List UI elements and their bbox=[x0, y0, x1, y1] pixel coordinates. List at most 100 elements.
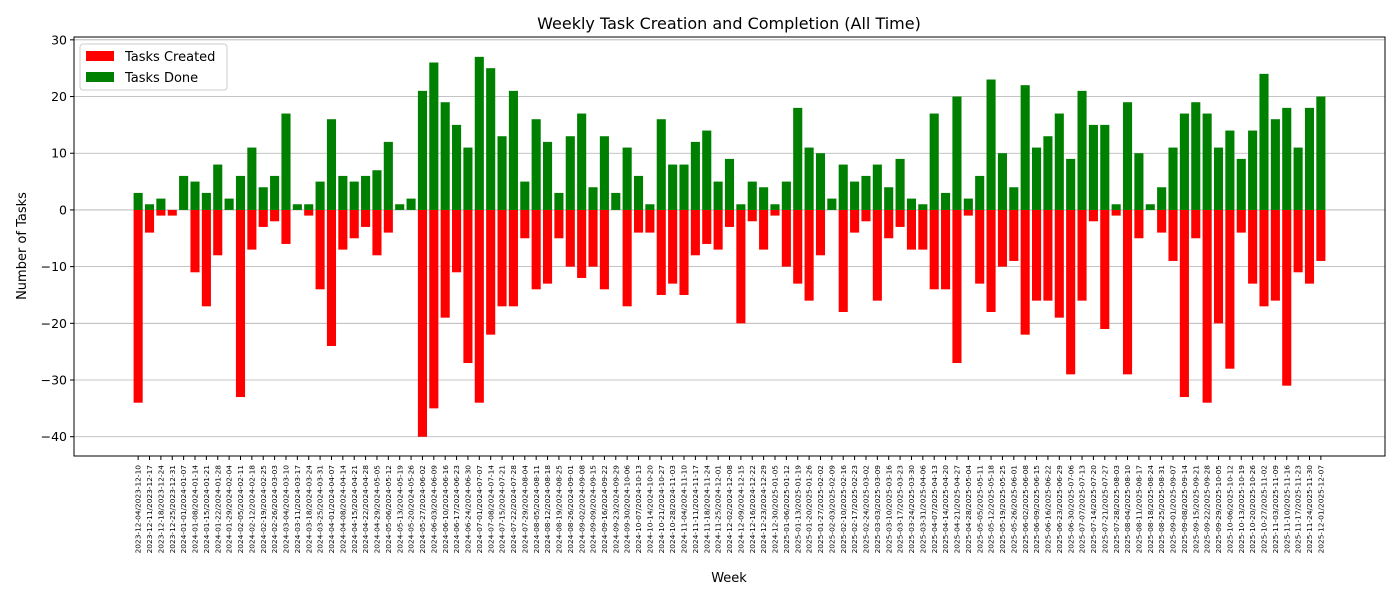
x-tick-label: 2025-12-01/2025-12-07 bbox=[1316, 465, 1325, 554]
bar-tasks-created bbox=[440, 209, 450, 318]
x-tick-label: 2025-08-11/2025-08-17 bbox=[1135, 465, 1144, 554]
bar-tasks-done bbox=[679, 164, 689, 210]
bar-tasks-done bbox=[895, 158, 905, 210]
bar-tasks-done bbox=[270, 175, 280, 210]
x-tick-label: 2025-11-10/2025-11-16 bbox=[1282, 465, 1291, 554]
bar-tasks-done bbox=[304, 204, 314, 210]
x-tick-label: 2024-12-16/2024-12-22 bbox=[748, 465, 757, 553]
bar-tasks-done bbox=[1122, 102, 1133, 210]
bar-tasks-created bbox=[361, 209, 371, 227]
bar-tasks-done bbox=[690, 141, 700, 210]
bar-tasks-created bbox=[770, 209, 780, 216]
bar-tasks-created bbox=[1293, 209, 1303, 273]
bar-tasks-done bbox=[1259, 73, 1269, 210]
bar-tasks-done bbox=[1134, 153, 1144, 210]
bar-tasks-done bbox=[190, 181, 200, 210]
bar-tasks-done bbox=[668, 164, 678, 210]
bar-tasks-done bbox=[1304, 107, 1315, 210]
bar-tasks-created bbox=[486, 209, 496, 335]
x-tick-label: 2025-08-04/2025-08-10 bbox=[1123, 465, 1132, 554]
bar-tasks-created bbox=[838, 209, 848, 312]
bar-tasks-done bbox=[736, 204, 746, 210]
bar-tasks-done bbox=[1043, 136, 1053, 210]
x-tick-label: 2023-12-25/2023-12-31 bbox=[168, 465, 177, 554]
bar-tasks-created bbox=[759, 209, 769, 250]
bar-tasks-done bbox=[975, 175, 985, 210]
x-tick-label: 2024-11-11/2024-11-17 bbox=[691, 465, 700, 554]
x-tick-label: 2025-11-17/2025-11-23 bbox=[1294, 465, 1303, 554]
bar-tasks-done bbox=[1066, 158, 1076, 210]
bar-tasks-created bbox=[1191, 209, 1201, 239]
x-tick-label: 2024-04-22/2024-04-28 bbox=[361, 465, 370, 554]
bar-tasks-created bbox=[895, 209, 905, 227]
bar-tasks-done bbox=[383, 141, 393, 210]
x-tick-label: 2025-01-20/2025-01-26 bbox=[805, 465, 814, 554]
bar-tasks-done bbox=[1157, 187, 1167, 210]
bar-tasks-created bbox=[167, 209, 177, 216]
bar-tasks-created bbox=[247, 209, 257, 250]
bar-tasks-done bbox=[838, 164, 848, 210]
x-tick-label: 2025-10-13/2025-10-19 bbox=[1237, 465, 1246, 554]
bar-tasks-done bbox=[542, 141, 553, 210]
bar-tasks-created bbox=[508, 209, 518, 307]
bar-tasks-done bbox=[417, 90, 427, 210]
x-tick-label: 2025-10-20/2025-10-26 bbox=[1248, 465, 1257, 554]
bar-tasks-created bbox=[565, 209, 575, 267]
x-tick-label: 2024-05-13/2024-05-19 bbox=[395, 465, 404, 554]
bar-tasks-done bbox=[1077, 90, 1087, 210]
x-tick-label: 2025-07-14/2025-07-20 bbox=[1089, 465, 1098, 554]
bar-tasks-created bbox=[690, 209, 700, 256]
x-tick-label: 2025-04-07/2025-04-13 bbox=[930, 465, 939, 554]
bar-tasks-done bbox=[850, 181, 860, 210]
x-tick-label: 2025-09-08/2025-09-14 bbox=[1180, 465, 1189, 554]
bar-tasks-created bbox=[1225, 209, 1235, 369]
bar-tasks-created bbox=[906, 209, 917, 250]
bar-tasks-created bbox=[1122, 209, 1133, 375]
x-tick-label: 2025-07-07/2025-07-13 bbox=[1078, 465, 1087, 554]
bar-tasks-done bbox=[884, 187, 894, 210]
bar-tasks-done bbox=[793, 107, 803, 210]
x-tick-label: 2023-12-18/2023-12-24 bbox=[156, 465, 165, 554]
x-tick-label: 2024-11-04/2024-11-10 bbox=[680, 465, 689, 554]
bar-tasks-created bbox=[338, 209, 348, 250]
x-tick-label: 2025-08-25/2025-08-31 bbox=[1157, 465, 1166, 554]
bar-tasks-created bbox=[1304, 209, 1315, 284]
x-tick-label: 2024-05-20/2024-05-26 bbox=[407, 465, 416, 554]
bar-tasks-created bbox=[429, 209, 439, 409]
bar-tasks-done bbox=[997, 153, 1007, 210]
x-tick-label: 2024-04-29/2024-05-05 bbox=[373, 465, 382, 554]
bar-tasks-created bbox=[781, 209, 791, 267]
x-tick-label: 2024-05-06/2024-05-12 bbox=[384, 465, 393, 553]
bar-tasks-done bbox=[588, 187, 598, 210]
legend-label-tasks-created: Tasks Created bbox=[124, 50, 215, 65]
x-tick-label: 2024-03-25/2024-03-31 bbox=[316, 465, 325, 554]
bar-tasks-done bbox=[633, 175, 644, 210]
bar-tasks-done bbox=[577, 113, 587, 210]
bar-tasks-created bbox=[156, 209, 166, 216]
bar-tasks-created bbox=[554, 209, 564, 239]
bar-tasks-created bbox=[144, 209, 155, 233]
x-axis-ticks: 2023-12-04/2023-12-10 2023-12-11/2023-12-… bbox=[134, 456, 1325, 554]
x-tick-label: 2024-10-21/2024-10-27 bbox=[657, 465, 666, 554]
bar-tasks-done bbox=[1145, 204, 1155, 210]
bar-tasks-created bbox=[1168, 209, 1178, 261]
x-tick-label: 2024-08-26/2024-09-01 bbox=[566, 465, 575, 554]
x-tick-label: 2025-03-10/2025-03-16 bbox=[884, 465, 893, 554]
bar-tasks-created bbox=[1282, 209, 1292, 386]
legend-swatch-tasks-created bbox=[86, 51, 114, 61]
bar-tasks-done bbox=[247, 147, 257, 210]
bar-tasks-done bbox=[713, 181, 723, 210]
bar-tasks-created bbox=[713, 209, 723, 250]
bar-tasks-done bbox=[213, 164, 223, 210]
bar-tasks-created bbox=[372, 209, 382, 256]
x-tick-label: 2025-06-09/2025-06-15 bbox=[1032, 465, 1041, 554]
x-tick-label: 2025-10-06/2025-10-12 bbox=[1225, 465, 1234, 553]
x-tick-label: 2024-06-17/2024-06-23 bbox=[452, 465, 461, 554]
bar-tasks-done bbox=[1213, 147, 1224, 210]
legend-label-tasks-done: Tasks Done bbox=[124, 71, 198, 86]
x-tick-label: 2024-07-29/2024-08-04 bbox=[520, 465, 529, 554]
x-tick-label: 2025-06-30/2025-07-06 bbox=[1066, 465, 1075, 554]
bar-tasks-created bbox=[872, 209, 882, 301]
bar-tasks-done bbox=[941, 192, 951, 210]
